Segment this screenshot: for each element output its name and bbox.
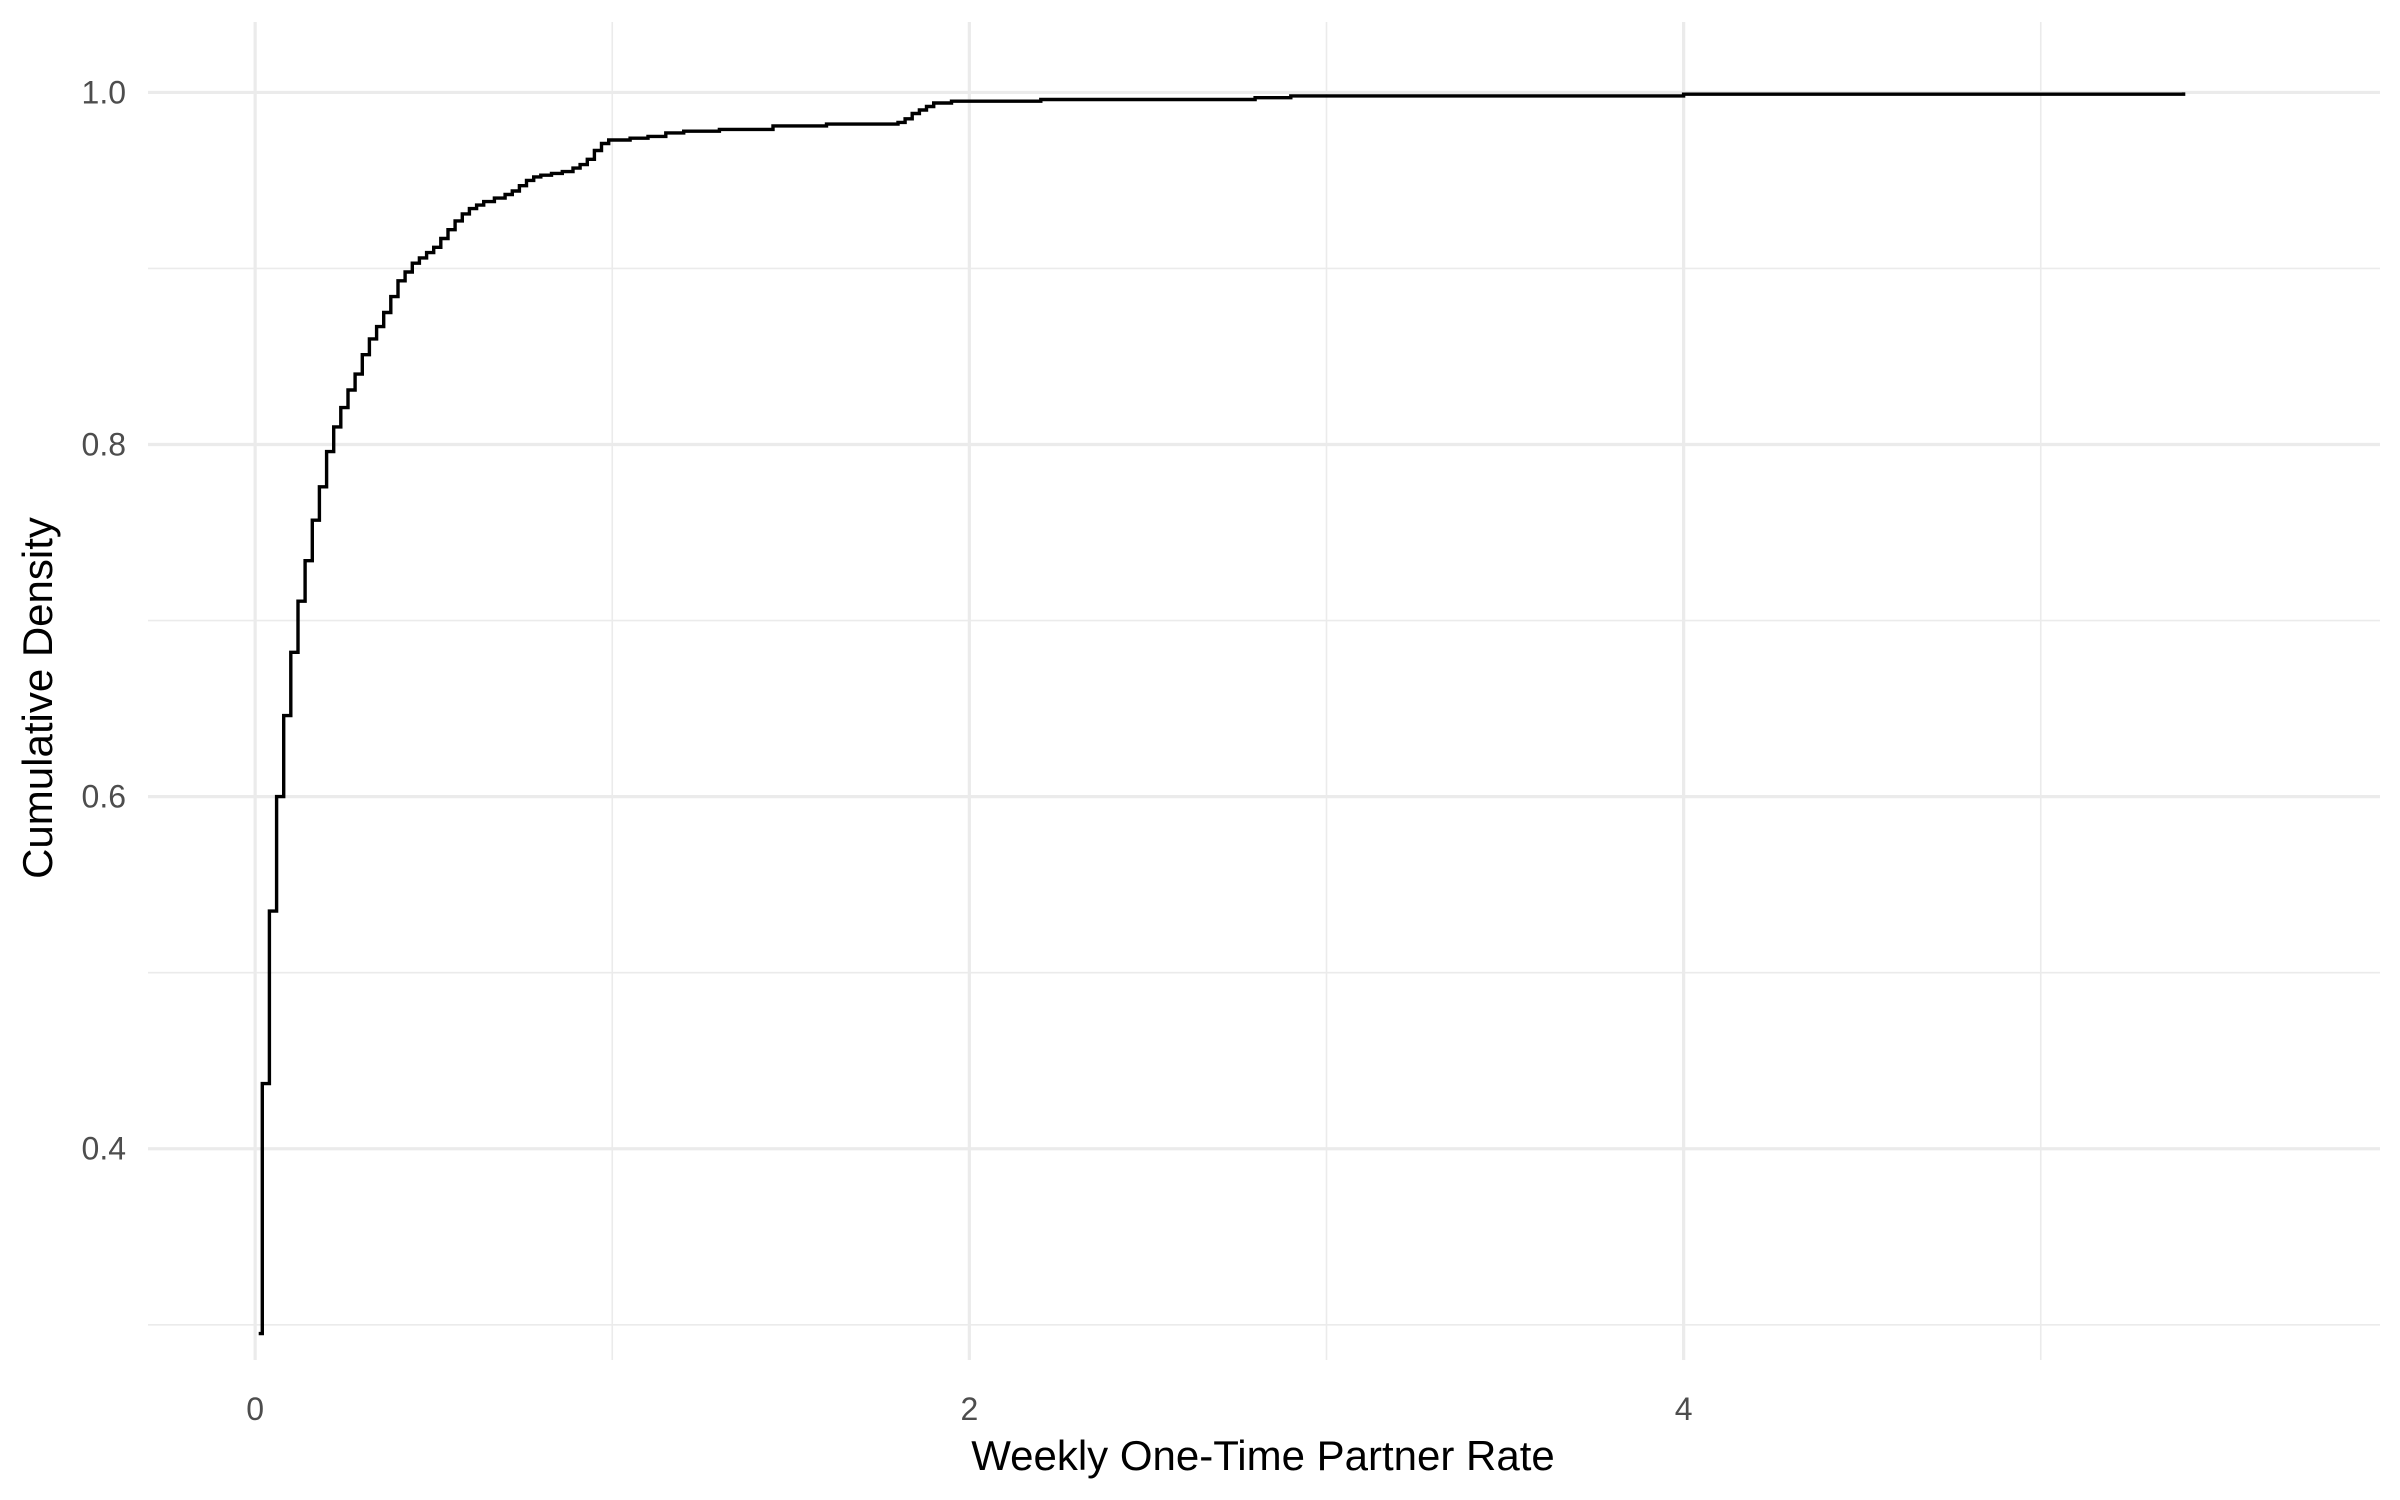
grid (148, 22, 2380, 1360)
tick-labels: 0 2 4 0.4 0.6 0.8 1.0 (82, 74, 1693, 1427)
y-tick-label: 1.0 (82, 74, 126, 110)
y-tick-label: 0.4 (82, 1131, 126, 1167)
data-series (258, 92, 2186, 1336)
y-tick-label: 0.6 (82, 779, 126, 815)
y-axis-title: Cumulative Density (14, 517, 61, 879)
x-axis-title: Weekly One-Time Partner Rate (971, 1432, 1555, 1479)
x-tick-label: 4 (1675, 1391, 1693, 1427)
x-tick-label: 2 (960, 1391, 978, 1427)
x-tick-label: 0 (246, 1391, 264, 1427)
y-tick-label: 0.8 (82, 427, 126, 463)
ecdf-line (258, 92, 2186, 1336)
